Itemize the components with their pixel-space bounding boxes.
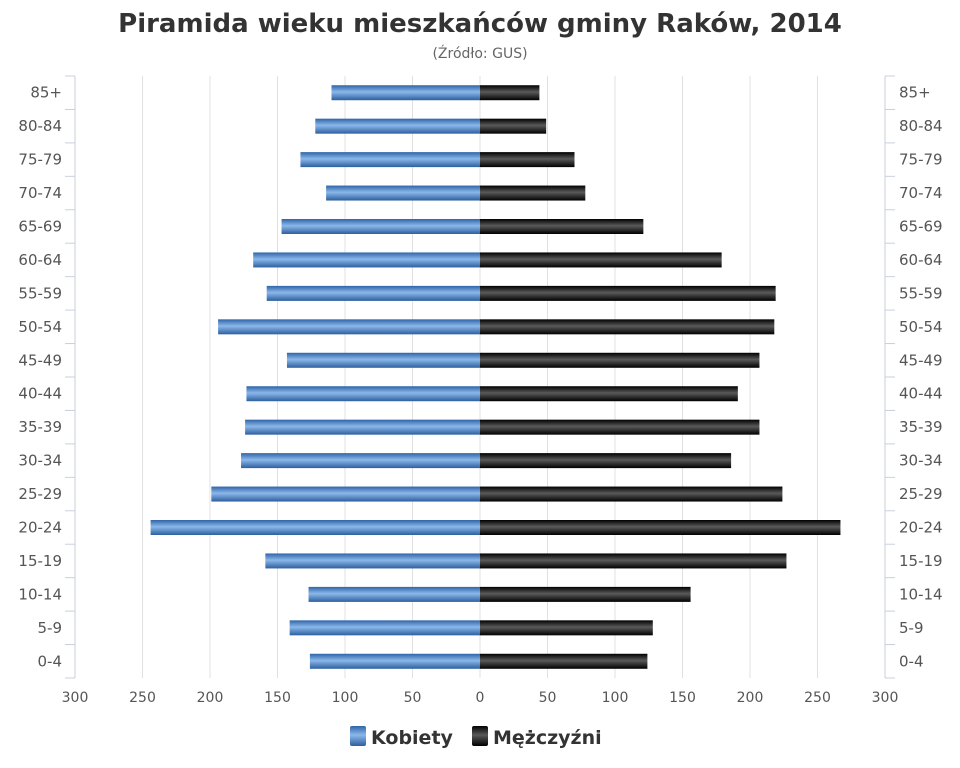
bar-kobiety (150, 520, 480, 535)
bar-kobiety (326, 185, 480, 201)
x-tick-label: 0 (476, 690, 485, 706)
category-label-left: 60-64 (18, 251, 62, 269)
bar-mezczyzni (480, 453, 732, 469)
category-label-left: 65-69 (18, 218, 62, 236)
bar-kobiety (308, 586, 480, 602)
x-tick-label: 250 (129, 690, 156, 706)
category-label-right: 30-34 (899, 452, 943, 470)
category-label-left: 50-54 (18, 318, 62, 336)
category-label-left: 15-19 (18, 552, 62, 570)
category-label-right: 15-19 (899, 552, 943, 570)
bar-mezczyzni (480, 285, 776, 301)
category-label-right: 40-44 (899, 385, 943, 403)
bar-mezczyzni (480, 419, 760, 435)
bar-kobiety (241, 453, 480, 469)
x-tick-label: 100 (602, 690, 629, 706)
x-tick-label: 50 (539, 690, 557, 706)
bar-mezczyzni (480, 553, 787, 569)
bar-mezczyzni (480, 319, 775, 335)
axis-layer (65, 75, 895, 679)
category-label-left: 55-59 (18, 284, 62, 302)
category-label-left: 40-44 (18, 385, 62, 403)
bar-mezczyzni (480, 586, 691, 602)
category-label-right: 20-24 (899, 519, 943, 537)
bar-kobiety (331, 85, 480, 101)
bars-layer (150, 85, 841, 669)
category-label-right: 50-54 (899, 318, 943, 336)
legend-label: Kobiety (371, 727, 454, 749)
category-label-right: 5-9 (899, 619, 924, 637)
category-label-left: 0-4 (38, 652, 63, 670)
bar-mezczyzni (480, 219, 644, 234)
category-label-right: 85+ (899, 84, 931, 102)
bar-kobiety (300, 152, 480, 168)
category-label-right: 0-4 (899, 652, 924, 670)
category-label-left: 80-84 (18, 117, 62, 135)
x-tick-label: 250 (804, 690, 831, 706)
bar-kobiety (211, 486, 480, 502)
bar-kobiety (218, 319, 480, 335)
bar-mezczyzni (480, 386, 738, 402)
x-tick-label: 200 (197, 690, 224, 706)
bar-mezczyzni (480, 486, 783, 502)
category-label-right: 45-49 (899, 351, 943, 369)
labels-layer: 300 250 200 150 100 50 0 50 100 150 200 250 300 85+ 85… (18, 84, 942, 706)
category-label-left: 10-14 (18, 585, 62, 603)
grid-layer (142, 76, 818, 678)
category-label-right: 80-84 (899, 117, 943, 135)
category-label-right: 70-74 (899, 184, 943, 202)
category-label-left: 45-49 (18, 351, 62, 369)
bar-mezczyzni (480, 85, 540, 101)
x-tick-label: 300 (62, 690, 89, 706)
x-tick-label: 200 (737, 690, 764, 706)
category-label-left: 70-74 (18, 184, 62, 202)
legend-swatch (350, 726, 366, 746)
bar-kobiety (289, 620, 480, 636)
x-tick-label: 150 (264, 690, 291, 706)
bar-mezczyzni (480, 520, 841, 535)
bar-kobiety (281, 219, 480, 234)
x-tick-label: 150 (669, 690, 696, 706)
bar-kobiety (266, 285, 480, 301)
bar-kobiety (286, 352, 480, 368)
bar-mezczyzni (480, 152, 575, 168)
bar-kobiety (253, 252, 480, 268)
category-label-left: 85+ (30, 84, 62, 102)
category-label-left: 75-79 (18, 151, 62, 169)
legend-label: Mężczyźni (493, 727, 602, 749)
bar-mezczyzni (480, 620, 653, 636)
bar-kobiety (245, 419, 480, 435)
category-label-right: 25-29 (899, 485, 943, 503)
bar-mezczyzni (480, 352, 760, 368)
bar-mezczyzni (480, 252, 722, 268)
bar-mezczyzni (480, 185, 586, 201)
category-label-left: 25-29 (18, 485, 62, 503)
category-label-right: 60-64 (899, 251, 943, 269)
bar-mezczyzni (480, 653, 648, 669)
x-tick-label: 300 (872, 690, 899, 706)
category-label-left: 30-34 (18, 452, 62, 470)
x-tick-label: 100 (332, 690, 359, 706)
bar-kobiety (246, 386, 480, 402)
bar-kobiety (265, 553, 480, 569)
category-label-left: 5-9 (38, 619, 63, 637)
x-tick-label: 50 (404, 690, 422, 706)
legend: Kobiety Mężczyźni (350, 726, 602, 749)
category-label-left: 20-24 (18, 519, 62, 537)
chart-subtitle: (Źródło: GUS) (432, 44, 527, 62)
category-label-right: 55-59 (899, 284, 943, 302)
category-label-right: 65-69 (899, 218, 943, 236)
chart-title: Piramida wieku mieszkańców gminy Raków, … (118, 9, 842, 39)
bar-mezczyzni (480, 118, 547, 134)
bar-kobiety (315, 118, 480, 134)
category-label-right: 35-39 (899, 418, 943, 436)
category-label-right: 75-79 (899, 151, 943, 169)
category-label-left: 35-39 (18, 418, 62, 436)
category-label-right: 10-14 (899, 585, 943, 603)
legend-swatch (472, 726, 488, 746)
bar-kobiety (309, 653, 480, 669)
